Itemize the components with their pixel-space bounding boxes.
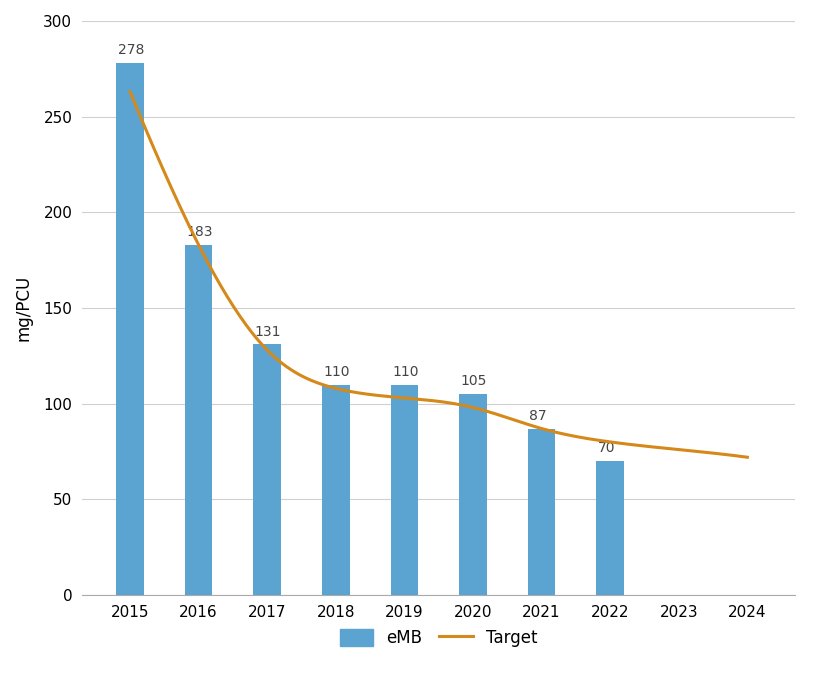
Bar xyxy=(184,245,212,595)
Bar xyxy=(595,461,623,595)
Text: 87: 87 xyxy=(528,409,546,423)
Bar xyxy=(459,394,486,595)
Text: 110: 110 xyxy=(391,365,418,379)
Text: 131: 131 xyxy=(255,325,281,339)
Bar xyxy=(527,428,554,595)
Bar xyxy=(322,384,349,595)
Y-axis label: mg/PCU: mg/PCU xyxy=(14,275,32,341)
Text: 70: 70 xyxy=(597,441,614,455)
Legend: eMB, Target: eMB, Target xyxy=(331,621,545,655)
Bar xyxy=(253,344,281,595)
Text: 110: 110 xyxy=(323,365,350,379)
Bar xyxy=(116,63,143,595)
Text: 105: 105 xyxy=(460,374,486,388)
Bar xyxy=(390,384,418,595)
Text: 183: 183 xyxy=(186,225,212,239)
Text: 278: 278 xyxy=(117,43,144,57)
